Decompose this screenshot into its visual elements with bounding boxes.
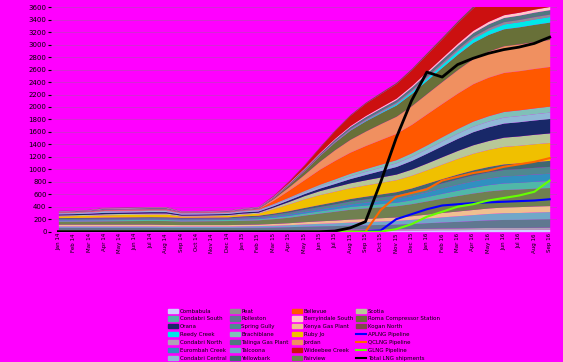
Legend: Combabula, Condabri South, Orana, Reedy Creek, Condabri North, Eurombah Creek, C: Combabula, Condabri South, Orana, Reedy …	[166, 306, 442, 362]
